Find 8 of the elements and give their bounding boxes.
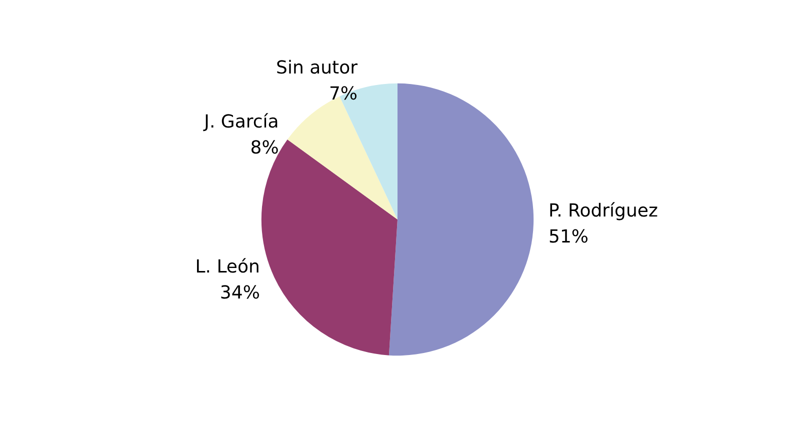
- slice-label: J. García: [203, 111, 279, 132]
- slice-label: P. Rodríguez: [548, 200, 658, 222]
- data-label: 7%: [328, 83, 358, 104]
- data-label: 8%: [250, 137, 279, 158]
- slice-label: Sin autor: [276, 57, 358, 78]
- slice-label: L. León: [195, 256, 260, 278]
- data-label: 51%: [548, 226, 589, 248]
- data-label: 34%: [220, 282, 260, 304]
